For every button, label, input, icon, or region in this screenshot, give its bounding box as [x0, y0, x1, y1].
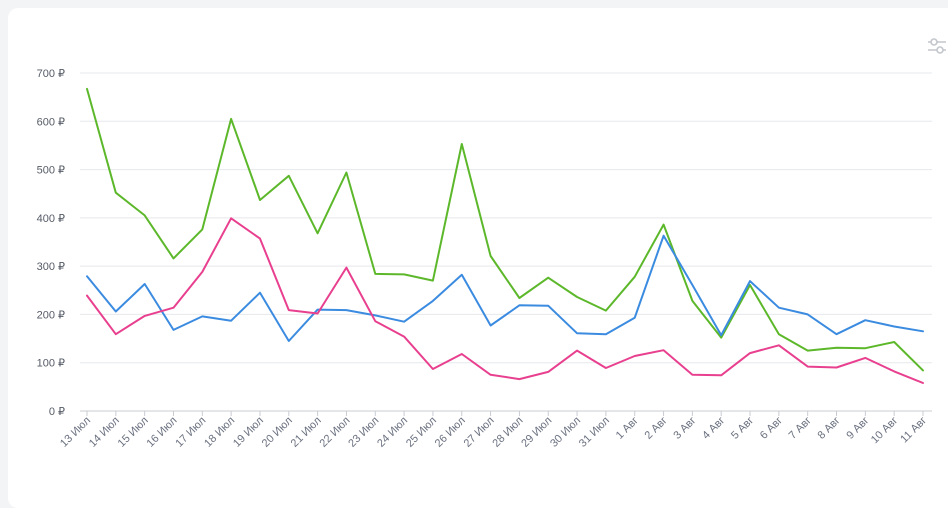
x-tick-label: 14 Июл: [87, 415, 122, 450]
y-tick-label: 700 ₽: [37, 68, 65, 80]
x-tick-label: 18 Июл: [202, 415, 237, 450]
x-tick-label: 22 Июл: [317, 415, 352, 450]
x-tick-label: 5 Авг: [729, 415, 756, 442]
x-tick-label: 17 Июл: [173, 415, 208, 450]
x-tick-label: 23 Июл: [346, 415, 381, 450]
x-tick-label: 31 Июл: [577, 415, 612, 450]
x-tick-label: 10 Авг: [869, 415, 900, 446]
series-line-3: [86, 217, 924, 384]
x-tick-label: 1 Авг: [614, 415, 641, 442]
x-tick-label: 9 Авг: [844, 415, 871, 442]
y-tick-label: 400 ₽: [37, 213, 65, 225]
x-tick-label: 26 Июл: [433, 415, 468, 450]
x-tick-label: 3 Авг: [671, 415, 698, 442]
x-tick-label: 28 Июл: [490, 415, 525, 450]
x-tick-label: 20 Июл: [260, 415, 295, 450]
x-tick-label: 25 Июл: [404, 415, 439, 450]
x-tick-label: 2 Авг: [643, 415, 670, 442]
y-tick-label: 300 ₽: [37, 261, 65, 273]
x-tick-label: 29 Июл: [519, 415, 554, 450]
series-line-2: [86, 234, 924, 342]
line-chart: 0 ₽ 100 ₽ 200 ₽ 300 ₽ 400 ₽ 500 ₽ 600 ₽ 700 ₽ 13…: [37, 68, 932, 450]
x-tick-label: 4 Авг: [700, 415, 727, 442]
sliders-icon: [928, 38, 946, 54]
chart-settings-button[interactable]: [926, 36, 948, 56]
x-tick-label: 30 Июл: [548, 415, 583, 450]
x-tick-label: 19 Июл: [231, 415, 266, 450]
x-tick-label: 13 Июл: [58, 415, 93, 450]
series-line-1: [86, 87, 924, 372]
x-tick-label: 27 Июл: [462, 415, 497, 450]
y-tick-label: 200 ₽: [37, 309, 65, 321]
y-tick-label: 100 ₽: [37, 358, 65, 370]
x-tick-label: 16 Июл: [145, 415, 180, 450]
x-tick-label: 24 Июл: [375, 415, 410, 450]
y-tick-label: 500 ₽: [37, 165, 65, 177]
x-tick-label: 15 Июл: [116, 415, 151, 450]
x-tick-label: 8 Авг: [816, 415, 843, 442]
x-tick-label: 7 Авг: [787, 415, 814, 442]
y-tick-label: 0 ₽: [49, 406, 65, 418]
x-tick-label: 6 Авг: [758, 415, 785, 442]
x-tick-label: 11 Авг: [898, 415, 929, 446]
chart-card: [8, 8, 948, 508]
y-tick-label: 600 ₽: [37, 116, 65, 128]
x-tick-label: 21 Июл: [289, 415, 324, 450]
